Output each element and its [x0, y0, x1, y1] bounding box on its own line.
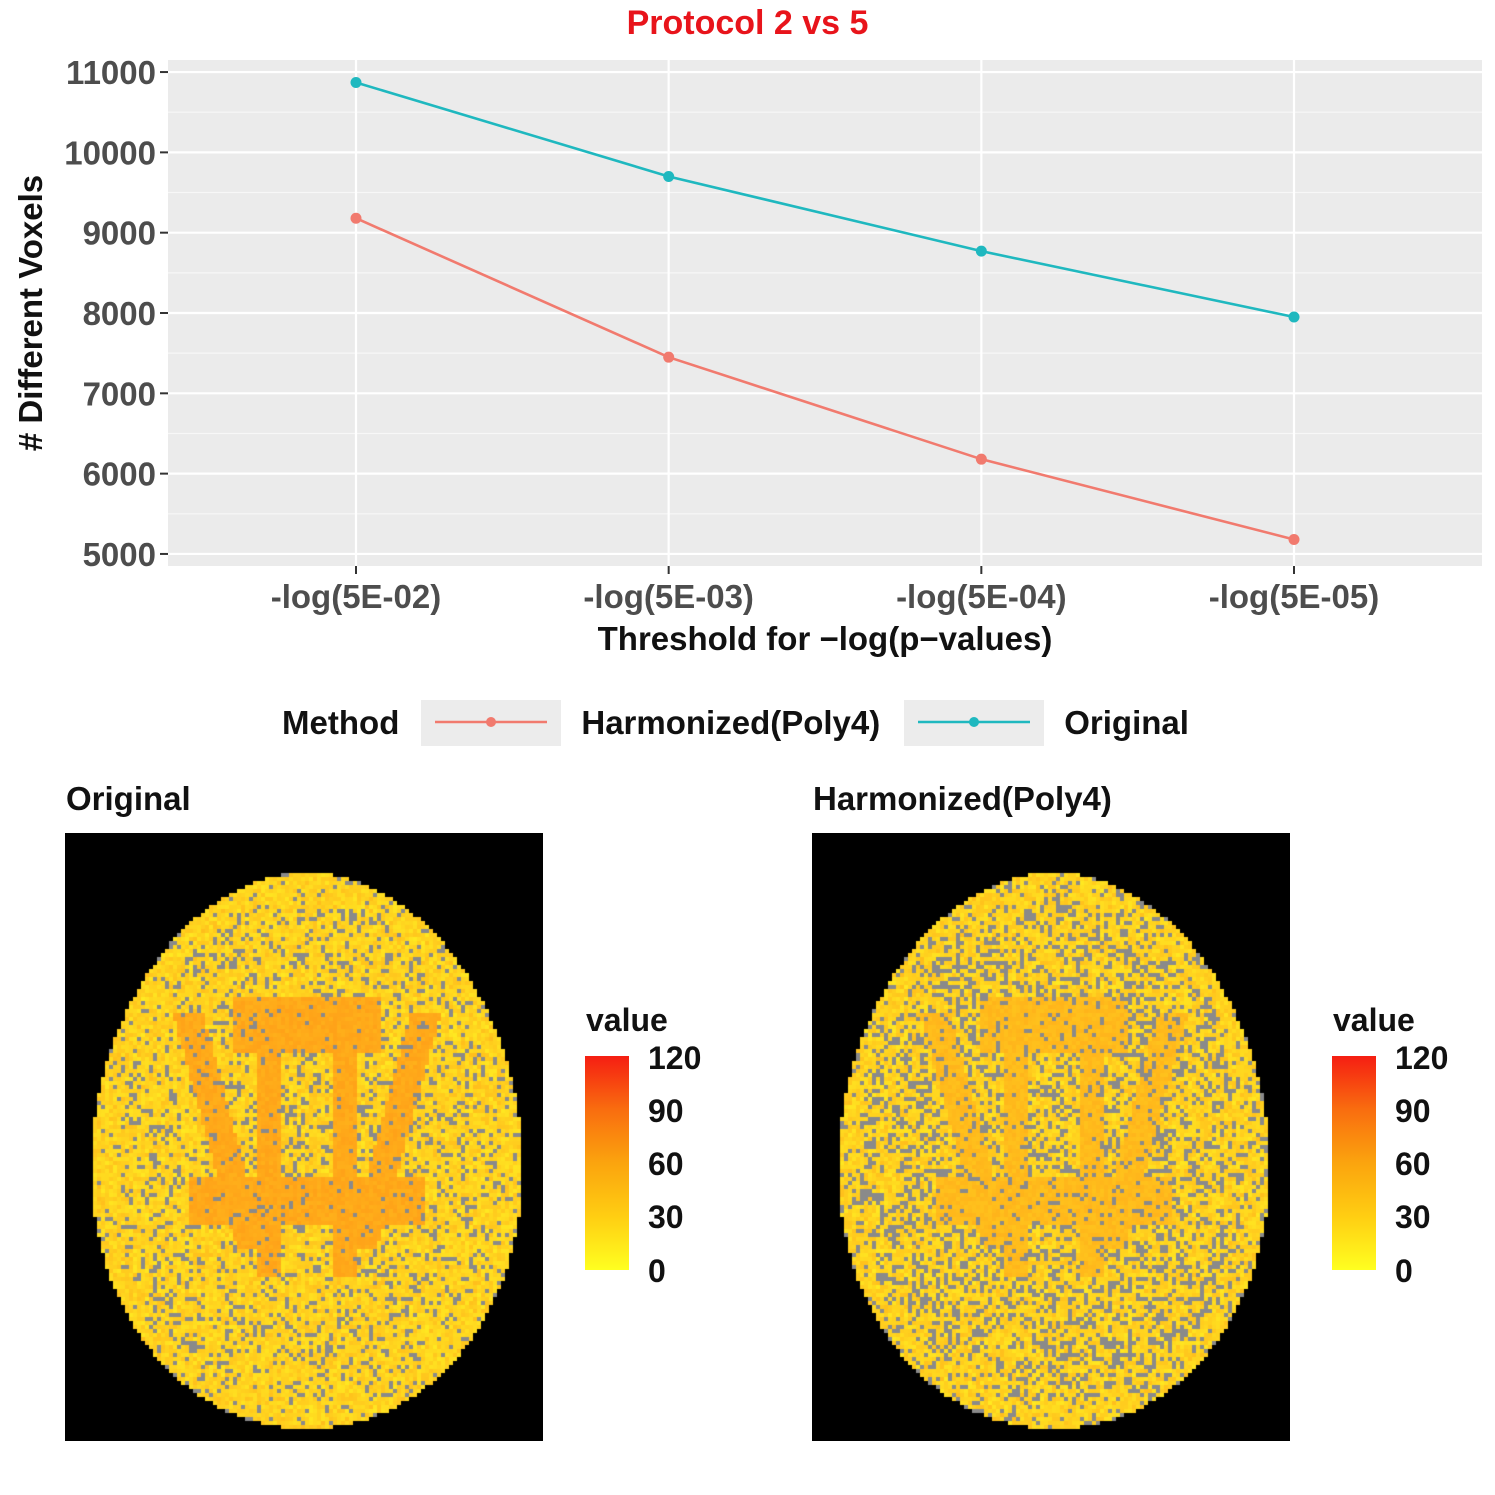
- data-point: [1288, 533, 1300, 545]
- x-tick-label: -log(5E-02): [271, 578, 442, 615]
- data-point: [1288, 311, 1300, 323]
- colorbar-harmonized: [1332, 1056, 1376, 1270]
- panel-title-harmonized: Harmonized(Poly4): [813, 780, 1112, 817]
- y-tick-label: 7000: [83, 375, 156, 412]
- series-line: [355, 217, 1295, 541]
- colorbar-original: [585, 1056, 629, 1270]
- series-line: [355, 81, 1295, 319]
- colorbar-tick: 120: [648, 1040, 702, 1076]
- data-point: [975, 453, 987, 465]
- data-point: [350, 212, 362, 224]
- legend-label-harmonized: Harmonized(Poly4): [581, 704, 881, 741]
- legend-title: Method: [282, 704, 400, 741]
- legend-key-harmonized: [421, 700, 562, 746]
- legend-key-original: [904, 700, 1045, 746]
- y-axis-label: # Different Voxels: [12, 175, 49, 451]
- colorbar-tick: 0: [1395, 1253, 1413, 1289]
- x-tick-label: -log(5E-04): [896, 578, 1067, 615]
- colorbar-tick: 120: [1395, 1040, 1449, 1076]
- brain-map-original: [65, 833, 543, 1441]
- colorbar-tick: 90: [1395, 1093, 1431, 1129]
- data-point: [663, 351, 675, 363]
- colorbar-tick: 0: [648, 1253, 666, 1289]
- legend: Method Harmonized(Poly4) Original: [0, 700, 1495, 746]
- chart-title: Protocol 2 vs 5: [626, 4, 869, 42]
- x-tick-label: -log(5E-05): [1209, 578, 1380, 615]
- colorbar-tick: 60: [648, 1146, 684, 1182]
- data-point: [350, 76, 362, 88]
- y-tick-label: 9000: [83, 215, 156, 252]
- y-tick-label: 6000: [83, 456, 156, 493]
- line-chart: 5000 6000 7000 8000 9000 10000 11000 -log(5E-02…: [12, 54, 1482, 657]
- colorbar-tick: 30: [648, 1199, 684, 1235]
- y-tick-label: 10000: [64, 134, 156, 171]
- colorbar-tick: 30: [1395, 1199, 1431, 1235]
- data-point: [975, 245, 987, 257]
- y-tick-label: 8000: [83, 295, 156, 332]
- x-axis-label: Threshold for −log(p−values): [598, 620, 1053, 657]
- colorbar-title-original: value: [586, 1002, 668, 1038]
- y-tick-label: 5000: [83, 536, 156, 573]
- y-tick-label: 11000: [66, 54, 156, 91]
- legend-label-original: Original: [1064, 704, 1189, 741]
- panel-title-original: Original: [66, 780, 191, 817]
- x-tick-label: -log(5E-03): [583, 578, 754, 615]
- colorbar-title-harmonized: value: [1333, 1002, 1415, 1038]
- colorbar-tick: 60: [1395, 1146, 1431, 1182]
- brain-map-harmonized: [812, 833, 1290, 1441]
- data-point: [663, 170, 675, 182]
- colorbar-tick: 90: [648, 1093, 684, 1129]
